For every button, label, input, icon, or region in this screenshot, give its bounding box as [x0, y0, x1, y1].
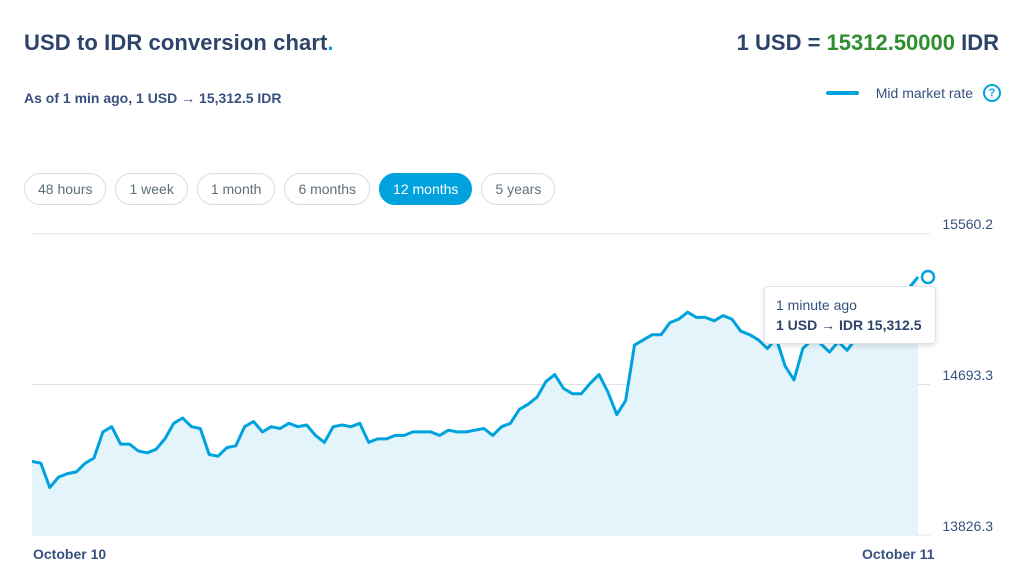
page-title-text: USD to IDR conversion chart: [24, 30, 328, 55]
period-1-month-button[interactable]: 1 month: [196, 173, 276, 205]
question-circle-icon[interactable]: ?: [983, 84, 1001, 102]
period-12-months-button[interactable]: 12 months: [379, 173, 473, 205]
rate-area: [32, 277, 918, 535]
y-tick-label: 15560.2: [942, 216, 993, 232]
as-of-text: As of 1 min ago, 1 USD → 15,312.5 IDR: [24, 90, 282, 106]
tooltip-time: 1 minute ago: [776, 297, 857, 313]
rate-prefix: 1 USD =: [736, 30, 827, 55]
chart-legend: Mid market rate ?: [825, 84, 1001, 102]
legend-swatch: [825, 91, 859, 95]
period-1-week-button[interactable]: 1 week: [115, 173, 188, 205]
page-title-dot: .: [327, 30, 334, 55]
y-tick-label: 14693.3: [942, 367, 993, 383]
y-tick-label: 13826.3: [942, 518, 993, 534]
rate-line: [31, 276, 920, 489]
period-6-months-button[interactable]: 6 months: [284, 173, 371, 205]
chart-tooltip: 1 minute ago 1 USD → IDR 15,312.5: [764, 286, 936, 344]
x-tick-label: October 10: [33, 546, 107, 562]
exchange-rate-display: 1 USD = 15312.50000 IDR: [737, 30, 999, 56]
page-title: USD to IDR conversion chart.: [24, 30, 334, 56]
period-48-hours-button[interactable]: 48 hours: [24, 173, 107, 205]
tooltip-value: 1 USD → IDR 15,312.5: [776, 317, 922, 333]
rate-value: 15312.50000: [826, 30, 955, 55]
period-selector: 48 hours 1 week 1 month 6 months 12 mont…: [24, 173, 556, 205]
rate-suffix: IDR: [955, 30, 999, 55]
x-tick-label: October 11: [862, 546, 935, 562]
legend-label: Mid market rate: [875, 85, 973, 101]
period-5-years-button[interactable]: 5 years: [481, 173, 556, 205]
latest-point-marker: [920, 269, 936, 285]
